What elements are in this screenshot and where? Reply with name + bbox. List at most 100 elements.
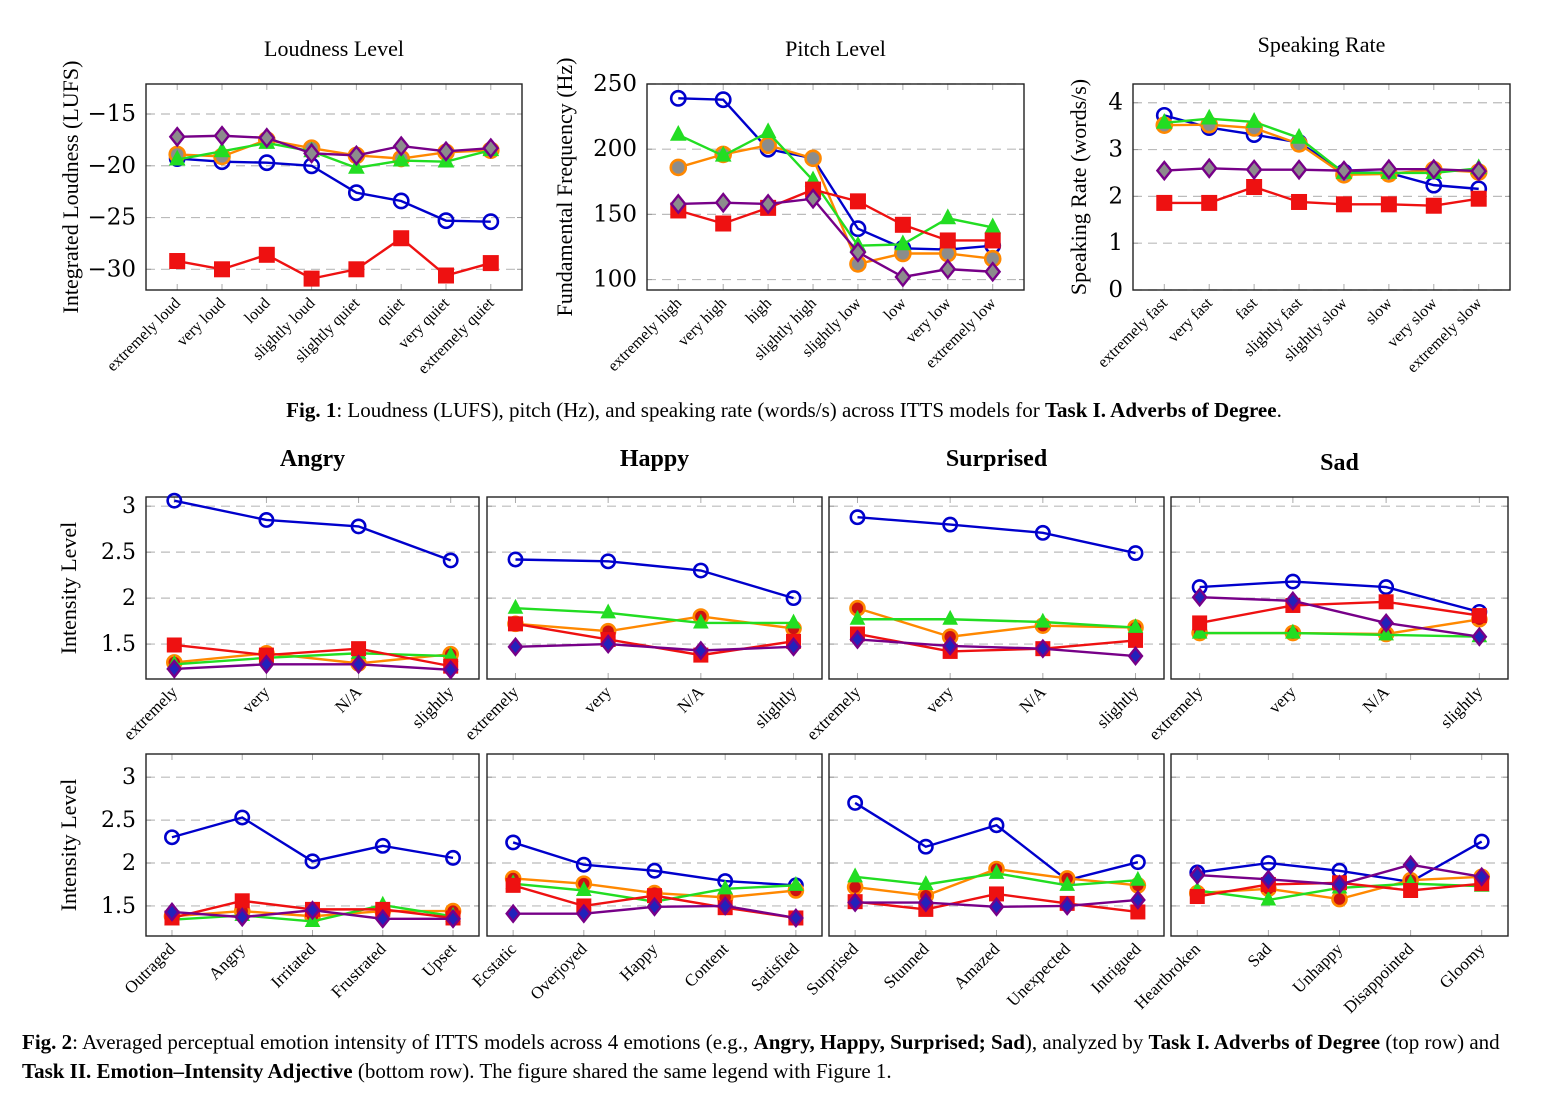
data-point-purple — [258, 127, 276, 149]
data-point-purple — [304, 900, 321, 921]
plot-frame — [646, 83, 1025, 291]
data-point-green — [669, 124, 687, 141]
x-tick-label: Amazed — [950, 939, 1004, 993]
series-line-purple — [174, 663, 451, 672]
data-point-purple — [1245, 159, 1263, 181]
series-line-blue — [171, 816, 454, 863]
data-point-purple — [785, 636, 802, 657]
x-tick-label: slightly — [408, 682, 458, 732]
series-line-red — [515, 622, 794, 657]
data-point-purple — [350, 654, 367, 675]
data-point-purple — [258, 654, 275, 675]
data-point-red — [984, 232, 1001, 249]
plot-frame — [1132, 83, 1511, 291]
plot-frame — [1170, 496, 1509, 680]
data-point-blue — [1129, 854, 1146, 871]
data-point-blue — [847, 794, 864, 811]
plot-frame — [145, 753, 480, 937]
data-point-purple — [717, 895, 734, 916]
data-point-purple — [984, 261, 1002, 283]
data-point-red — [1470, 190, 1487, 207]
data-point-purple — [759, 193, 777, 215]
fig2-bold-2: Task I. Adverbs of Degree — [1148, 1030, 1381, 1054]
data-point-blue — [164, 829, 180, 846]
series-line-blue — [854, 801, 1139, 882]
data-point-blue — [350, 518, 367, 535]
plot-frame — [145, 496, 480, 680]
data-point-green — [1290, 127, 1308, 144]
series-line-green — [857, 618, 1136, 629]
data-point-red — [1335, 196, 1352, 213]
data-point-blue — [234, 809, 251, 826]
data-point-purple — [1380, 158, 1398, 180]
series-line-orange — [174, 652, 451, 665]
x-tick-label: fast — [1233, 294, 1262, 323]
data-point-purple — [1189, 865, 1206, 886]
data-point-purple — [442, 659, 459, 680]
data-point-purple — [507, 636, 524, 657]
data-point-red — [1380, 196, 1397, 213]
x-tick-label: very — [238, 682, 273, 717]
data-point-blue — [258, 154, 276, 172]
chart-angry-adj: 1.5 2 2.5 3 Outraged Angry Irritated Frustrated… — [56, 753, 480, 1002]
data-point-red — [894, 216, 911, 233]
data-point-blue — [785, 590, 802, 607]
chart-happy-adv: extremely very N/A slightly Happy — [461, 446, 823, 744]
x-tick-label: very loud — [174, 295, 229, 350]
y-tick-label: 100 — [593, 267, 637, 293]
fig1-caption: Fig. 1: Loudness (LUFS), pitch (Hz), and… — [0, 396, 1568, 425]
x-tick-label: N/A — [1359, 682, 1394, 717]
data-point-blue — [445, 849, 461, 866]
data-point-red — [169, 253, 186, 270]
x-tick-label: Intrigued — [1087, 939, 1145, 997]
y-tick-label: −30 — [87, 256, 136, 282]
data-point-purple — [437, 140, 455, 162]
x-tick-label: Sad — [1244, 939, 1276, 971]
x-tick-label: very fast — [1165, 294, 1217, 346]
y-tick-label: 3 — [122, 765, 136, 790]
chart-surprised-adv: extremely very N/A slightly Surprised — [803, 446, 1165, 744]
x-tick-label: extremely fast — [1095, 294, 1172, 371]
data-point-purple — [939, 258, 957, 280]
data-point-purple — [445, 908, 462, 929]
series-line-blue — [512, 841, 796, 887]
series-line-red — [174, 643, 451, 668]
data-point-green — [1191, 623, 1208, 639]
series-line-blue — [174, 499, 452, 562]
data-point-green — [717, 879, 734, 895]
data-point-green — [1059, 876, 1076, 891]
x-tick-label: slow — [1362, 294, 1396, 328]
data-point-purple — [1378, 612, 1395, 633]
data-point-purple — [347, 144, 365, 166]
y-axis-label: Intensity Level — [56, 522, 81, 655]
x-tick-label: Content — [681, 939, 733, 991]
data-point-purple — [1473, 866, 1490, 887]
chart-title: Surprised — [946, 446, 1048, 472]
data-point-green — [507, 598, 524, 614]
fig2-text-4: (bottom row). The figure shared the same… — [352, 1059, 892, 1083]
data-point-purple — [988, 896, 1005, 917]
y-axis-label: Fundamental Frequency (Hz) — [552, 57, 577, 316]
x-tick-label: very high — [675, 295, 730, 350]
series-line-purple — [515, 642, 794, 652]
data-point-blue — [692, 562, 709, 579]
data-point-red — [166, 637, 182, 653]
x-tick-label: N/A — [1016, 682, 1051, 717]
data-point-purple — [1260, 869, 1277, 890]
x-tick-label: slightly — [1437, 682, 1487, 732]
fig2-label: Fig. 2 — [22, 1030, 73, 1054]
data-point-red — [1201, 194, 1218, 211]
data-point-purple — [1425, 158, 1443, 180]
data-point-purple — [849, 629, 866, 650]
data-point-purple — [714, 192, 732, 214]
data-point-red — [1189, 889, 1205, 905]
data-point-blue — [1473, 833, 1490, 850]
data-point-purple — [692, 640, 709, 661]
x-tick-label: very — [580, 682, 615, 717]
y-tick-label: 2 — [122, 586, 136, 611]
data-point-green — [1127, 618, 1144, 634]
data-point-purple — [600, 634, 617, 655]
data-point-blue — [347, 184, 365, 202]
